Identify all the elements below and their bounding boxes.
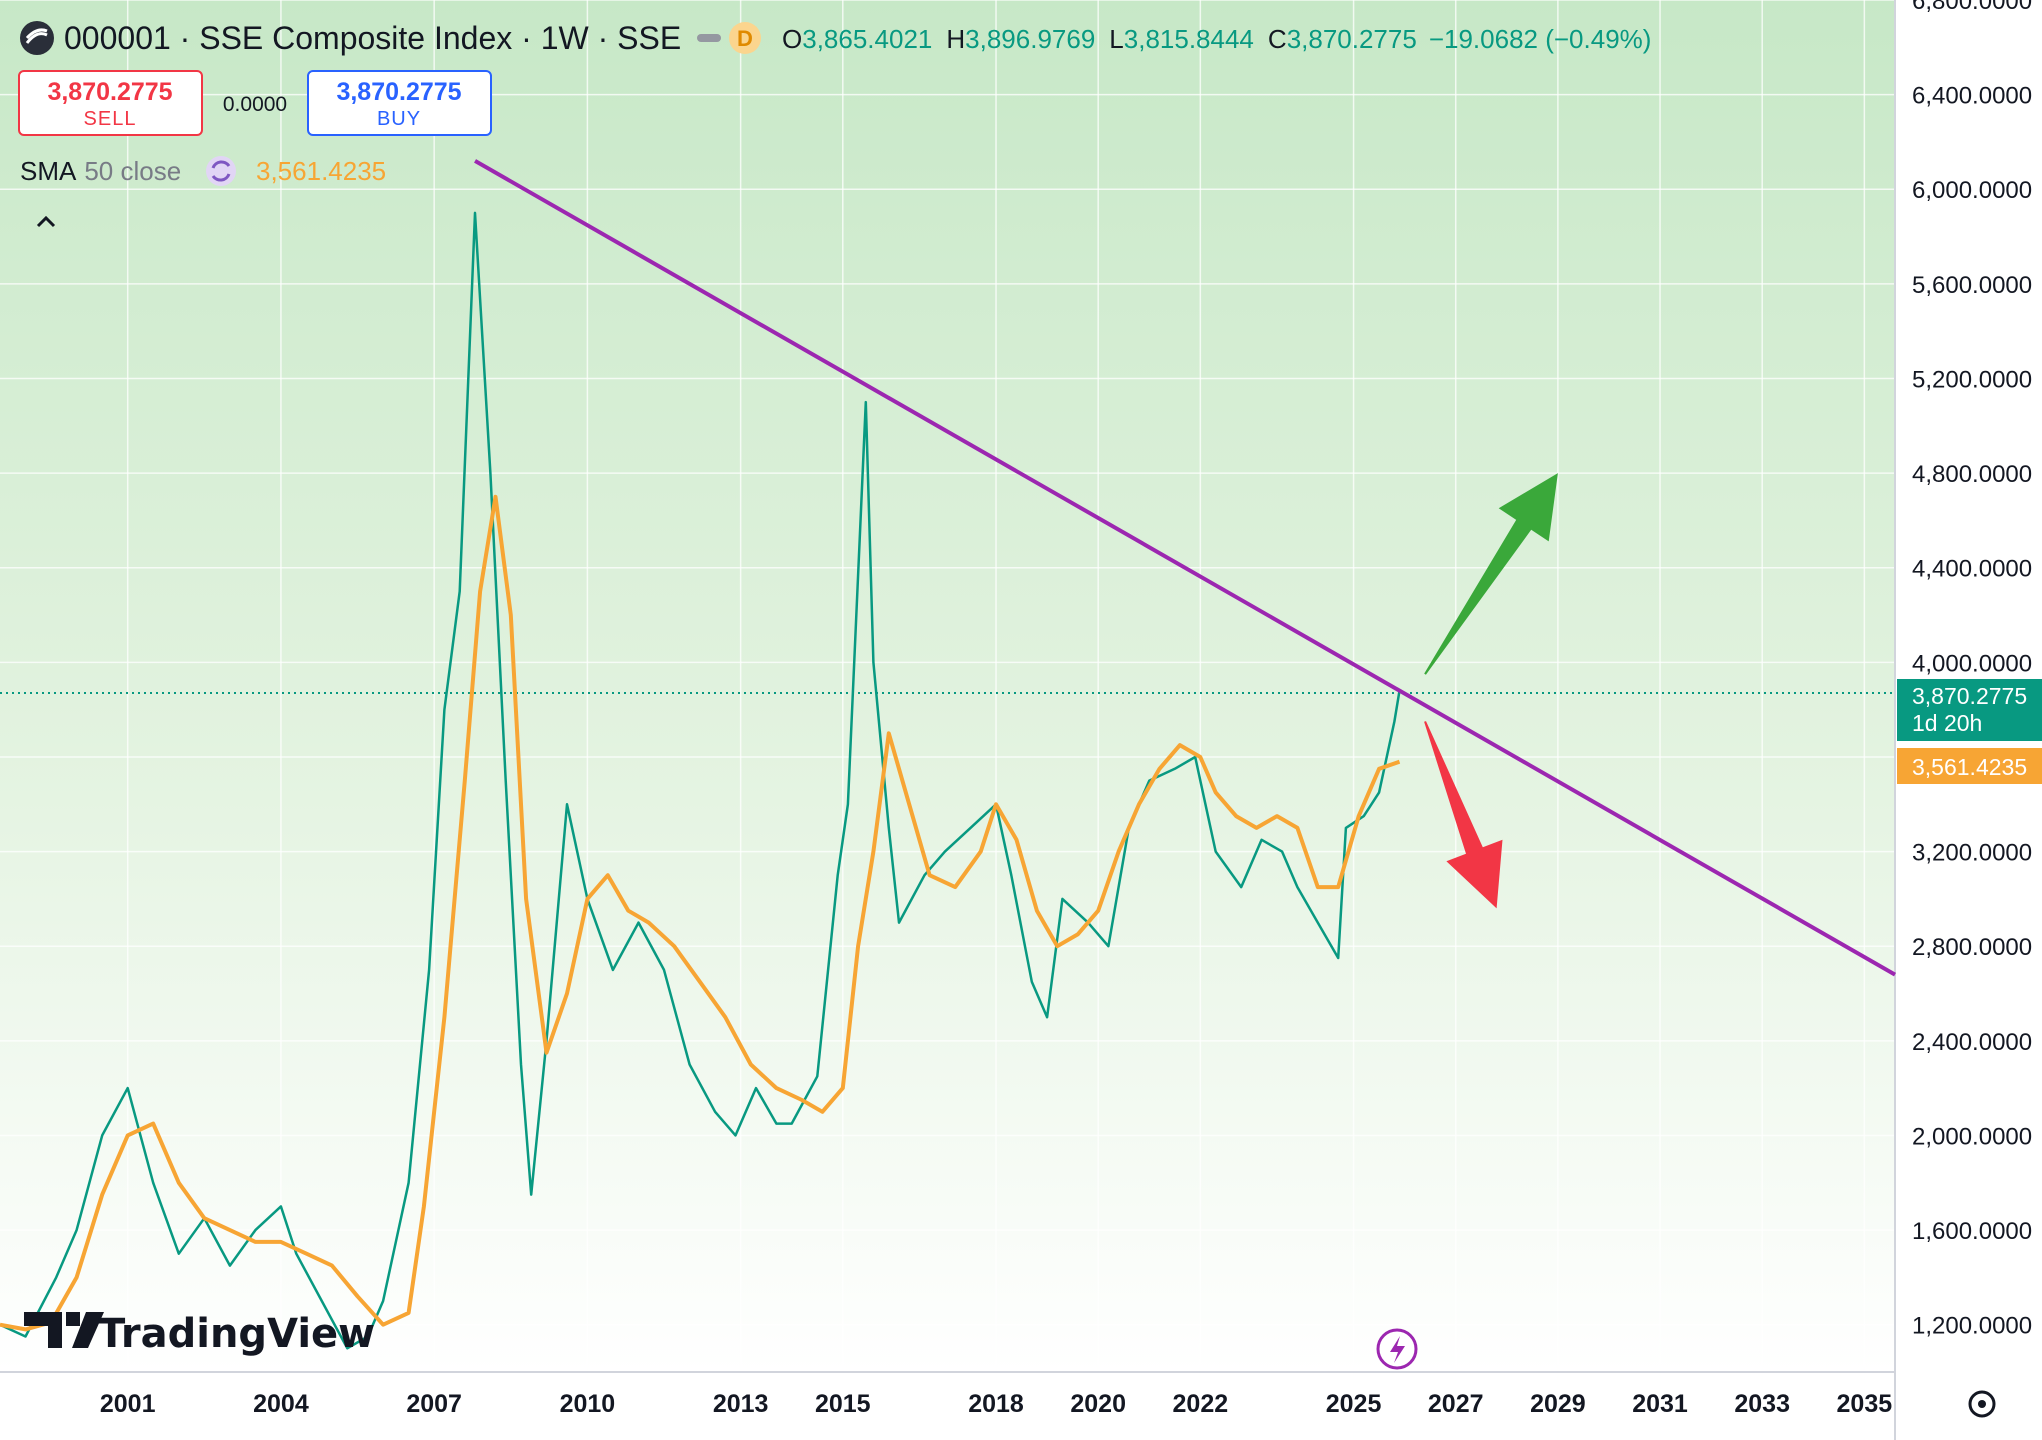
market-status-icon bbox=[697, 34, 721, 42]
lightning-icon[interactable] bbox=[1376, 1328, 1418, 1370]
sell-label: SELL bbox=[84, 108, 137, 130]
x-tick-label: 2031 bbox=[1632, 1390, 1688, 1418]
y-axis[interactable]: 1,200.0000 1,600.0000 2,000.0000 2,400.0000… bbox=[1912, 0, 2032, 1340]
ohlc-high-label: H bbox=[946, 24, 965, 54]
buy-price: 3,870.2775 bbox=[336, 78, 461, 106]
ohlc-close-value: 3,870.2775 bbox=[1287, 24, 1417, 54]
x-tick-label: 2001 bbox=[100, 1390, 156, 1418]
sma-series-line bbox=[0, 494, 1401, 1332]
x-tick-label: 2025 bbox=[1326, 1390, 1382, 1418]
delayed-badge[interactable] bbox=[729, 22, 761, 54]
brand-name: TradingView bbox=[98, 1311, 375, 1357]
sma-price-tag: 3,561.4235 bbox=[1897, 748, 2042, 784]
x-tick-label: 2035 bbox=[1837, 1390, 1893, 1418]
sma-tag-value: 3,561.4235 bbox=[1912, 754, 2027, 780]
tradingview-logo: TradingView bbox=[24, 1311, 375, 1357]
spread-value: 0.0000 bbox=[223, 93, 287, 116]
bar-countdown: 1d 20h bbox=[1912, 710, 1982, 736]
current-price-value: 3,870.2775 bbox=[1912, 683, 2027, 709]
arrow-down-icon[interactable] bbox=[1424, 721, 1503, 909]
trendline[interactable] bbox=[474, 159, 1896, 977]
x-tick-label: 2010 bbox=[560, 1390, 616, 1418]
y-tick-label: 1,200.0000 bbox=[1912, 1313, 2032, 1340]
ohlc-change: −19.0682 (−0.49%) bbox=[1429, 24, 1652, 54]
x-tick-label: 2020 bbox=[1070, 1390, 1126, 1418]
x-tick-label: 2013 bbox=[713, 1390, 769, 1418]
x-tick-label: 2015 bbox=[815, 1390, 871, 1418]
y-tick-label: 4,000.0000 bbox=[1912, 650, 2032, 677]
y-tick-label: 1,600.0000 bbox=[1912, 1218, 2032, 1245]
delayed-badge-label: D bbox=[737, 26, 753, 51]
y-tick-label: 2,400.0000 bbox=[1912, 1029, 2032, 1056]
arrow-up-icon[interactable] bbox=[1424, 473, 1558, 675]
indicator-name: SMA bbox=[20, 156, 77, 186]
ohlc-close-label: C bbox=[1268, 24, 1287, 54]
ohlc-open-value: 3,865.4021 bbox=[802, 24, 932, 54]
plot-background bbox=[0, 0, 1895, 1372]
x-tick-label: 2004 bbox=[253, 1390, 309, 1418]
ohlc-open-label: O bbox=[782, 24, 802, 54]
y-tick-label: 5,200.0000 bbox=[1912, 366, 2032, 393]
tradingview-logo-icon bbox=[24, 1312, 104, 1348]
y-tick-label: 4,800.0000 bbox=[1912, 461, 2032, 488]
y-tick-label: 2,800.0000 bbox=[1912, 934, 2032, 961]
ohlc-high-value: 3,896.9769 bbox=[965, 24, 1095, 54]
ohlc-low-value: 3,815.8444 bbox=[1124, 24, 1254, 54]
refresh-arrows bbox=[211, 160, 231, 182]
ohlc-readout: O3,865.4021 H3,896.9769 L3,815.8444 C3,870.… bbox=[782, 24, 1651, 54]
y-tick-label: 3,200.0000 bbox=[1912, 840, 2032, 867]
indicator-legend[interactable]: SMA 50 close 3,561.4235 bbox=[20, 156, 386, 186]
x-tick-label: 2018 bbox=[968, 1390, 1024, 1418]
y-tick-label: 6,400.0000 bbox=[1912, 83, 2032, 110]
symbol-logo-mark bbox=[25, 28, 48, 44]
y-tick-label: 6,800.0000 bbox=[1912, 0, 2032, 15]
ohlc-low-label: L bbox=[1109, 24, 1123, 54]
indicator-params: 50 close bbox=[84, 156, 181, 186]
sell-button[interactable]: 3,870.2775 SELL bbox=[18, 70, 203, 136]
buy-label: BUY bbox=[377, 108, 421, 130]
y-tick-label: 5,600.0000 bbox=[1912, 272, 2032, 299]
x-tick-label: 2007 bbox=[406, 1390, 462, 1418]
x-tick-label: 2022 bbox=[1173, 1390, 1229, 1418]
collapse-chevron-icon[interactable] bbox=[36, 215, 56, 228]
x-tick-label: 2033 bbox=[1734, 1390, 1790, 1418]
y-tick-label: 2,000.0000 bbox=[1912, 1123, 2032, 1150]
current-price-tag: 3,870.2775 1d 20h bbox=[1897, 679, 2042, 741]
indicator-value: 3,561.4235 bbox=[256, 156, 386, 186]
sell-price: 3,870.2775 bbox=[47, 78, 172, 106]
chart-settings-icon[interactable] bbox=[1968, 1390, 1996, 1418]
symbol-title: 000001 · SSE Composite Index · 1W · SSE bbox=[64, 20, 681, 56]
symbol-header[interactable]: 000001 · SSE Composite Index · 1W · SSE … bbox=[20, 20, 1651, 56]
x-axis[interactable]: 2001 2004 2007 2010 2013 2015 2018 2020 2022 2025… bbox=[100, 1390, 1892, 1418]
x-tick-label: 2027 bbox=[1428, 1390, 1484, 1418]
buy-button[interactable]: 3,870.2775 BUY bbox=[307, 70, 492, 136]
price-series-line bbox=[0, 211, 1401, 1350]
grid bbox=[0, 0, 1895, 1372]
indicator-text: SMA 50 close bbox=[20, 156, 181, 186]
symbol-logo-icon bbox=[20, 21, 54, 55]
x-tick-label: 2029 bbox=[1530, 1390, 1586, 1418]
y-tick-label: 4,400.0000 bbox=[1912, 556, 2032, 583]
y-tick-label: 6,000.0000 bbox=[1912, 177, 2032, 204]
